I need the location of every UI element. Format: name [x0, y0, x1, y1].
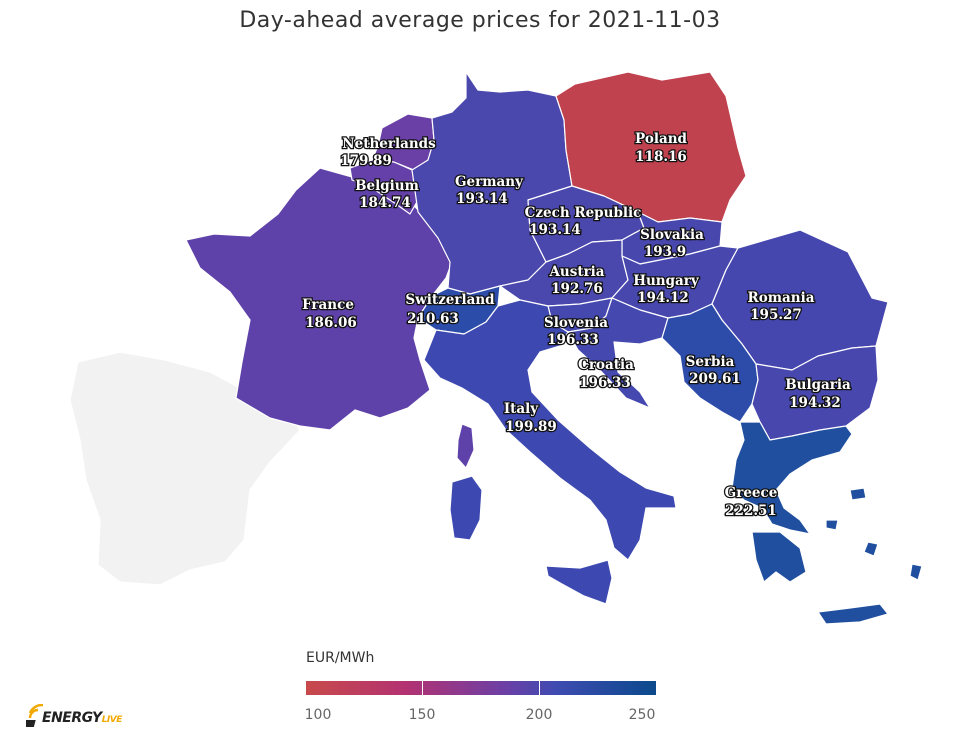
- region-greek-island-1[interactable]: [849, 487, 867, 501]
- legend-color-bar: [306, 681, 656, 695]
- label-netherlands: Netherlands 179.89: [339, 135, 438, 171]
- svg-text:209.61: 209.61: [689, 371, 741, 387]
- legend-tick-label: 200: [525, 707, 553, 723]
- region-croatia[interactable]: [567, 297, 669, 409]
- label-czech: Czech Republic 193.14: [523, 204, 642, 240]
- region-greece[interactable]: [731, 421, 853, 535]
- svg-text:222.51: 222.51: [725, 503, 777, 519]
- svg-text:196.33: 196.33: [579, 375, 631, 391]
- svg-text:Bulgaria: Bulgaria: [785, 377, 851, 393]
- region-greek-island-2[interactable]: [863, 541, 879, 557]
- region-sardinia[interactable]: [449, 475, 483, 541]
- svg-text:179.89: 179.89: [340, 153, 392, 169]
- region-greek-island-3[interactable]: [909, 563, 923, 581]
- label-germany: Germany 193.14: [454, 173, 526, 209]
- svg-text:Switzerland: Switzerland: [405, 292, 495, 308]
- region-corsica[interactable]: [456, 423, 475, 469]
- label-italy: Italy 199.89: [503, 400, 559, 437]
- svg-text:194.12: 194.12: [637, 290, 689, 306]
- energylive-logo: ENERGYLIVE: [26, 702, 141, 732]
- svg-text:Hungary: Hungary: [633, 273, 700, 289]
- svg-text:199.89: 199.89: [505, 419, 557, 435]
- legend-divider: [422, 681, 423, 695]
- svg-text:192.76: 192.76: [551, 281, 603, 297]
- map-title: Day-ahead average prices for 2021-11-03: [239, 8, 721, 33]
- svg-text:196.33: 196.33: [547, 332, 599, 348]
- legend-tick-label: 100: [304, 707, 332, 723]
- label-belgium: Belgium 184.74: [354, 177, 420, 213]
- europe-price-map: Poland 118.16 Netherlands 179.89 Belgium…: [69, 71, 923, 625]
- label-slovenia: Slovenia 196.33: [543, 314, 610, 350]
- svg-text:Slovenia: Slovenia: [544, 315, 608, 331]
- label-france: France 186.06: [301, 296, 358, 333]
- region-poland[interactable]: [555, 71, 747, 223]
- svg-text:Romania: Romania: [748, 290, 815, 306]
- svg-text:Croatia: Croatia: [578, 357, 634, 373]
- label-croatia: Croatia 196.33: [577, 356, 636, 393]
- signal-icon: [26, 704, 44, 727]
- label-switzerland: Switzerland 210.63: [404, 291, 496, 329]
- svg-text:118.16: 118.16: [635, 149, 687, 165]
- svg-text:Italy: Italy: [504, 401, 539, 417]
- svg-text:210.63: 210.63: [407, 311, 459, 327]
- region-sicily[interactable]: [545, 559, 613, 605]
- label-slovakia: Slovakia 193.9: [639, 226, 706, 262]
- svg-text:Greece: Greece: [725, 485, 778, 501]
- region-italy[interactable]: [423, 299, 677, 561]
- legend-tick-label: 250: [628, 707, 656, 723]
- svg-text:193.9: 193.9: [644, 244, 686, 260]
- label-greece: Greece 222.51: [723, 484, 778, 521]
- label-bulgaria: Bulgaria 194.32: [784, 376, 852, 413]
- svg-text:186.06: 186.06: [305, 315, 357, 331]
- region-crete[interactable]: [817, 603, 889, 625]
- svg-text:Slovakia: Slovakia: [640, 227, 704, 243]
- label-serbia: Serbia 209.61: [684, 353, 742, 389]
- label-poland: Poland 118.16: [634, 130, 689, 167]
- svg-text:Austria: Austria: [548, 264, 604, 280]
- label-austria: Austria 192.76: [547, 263, 606, 299]
- svg-text:Poland: Poland: [635, 131, 687, 147]
- svg-text:Netherlands: Netherlands: [342, 136, 436, 152]
- svg-text:195.27: 195.27: [750, 307, 802, 323]
- region-peloponnese[interactable]: [751, 531, 807, 583]
- svg-text:194.32: 194.32: [789, 395, 841, 411]
- legend-divider: [539, 681, 540, 695]
- svg-text:Czech Republic: Czech Republic: [525, 205, 642, 221]
- region-iberia: [69, 351, 301, 586]
- label-hungary: Hungary 194.12: [632, 272, 701, 308]
- svg-text:Belgium: Belgium: [355, 178, 419, 194]
- svg-text:193.14: 193.14: [456, 191, 508, 207]
- svg-text:Serbia: Serbia: [686, 354, 735, 370]
- logo-wordmark: ENERGYLIVE: [42, 710, 122, 726]
- svg-text:193.14: 193.14: [529, 222, 581, 238]
- label-romania: Romania 195.27: [746, 289, 816, 325]
- svg-text:184.74: 184.74: [359, 195, 411, 211]
- svg-text:Germany: Germany: [455, 174, 524, 190]
- svg-text:France: France: [302, 297, 354, 313]
- legend-tick-label: 150: [408, 707, 436, 723]
- legend-unit-label: EUR/MWh: [306, 650, 375, 666]
- region-greek-island-4[interactable]: [825, 519, 839, 531]
